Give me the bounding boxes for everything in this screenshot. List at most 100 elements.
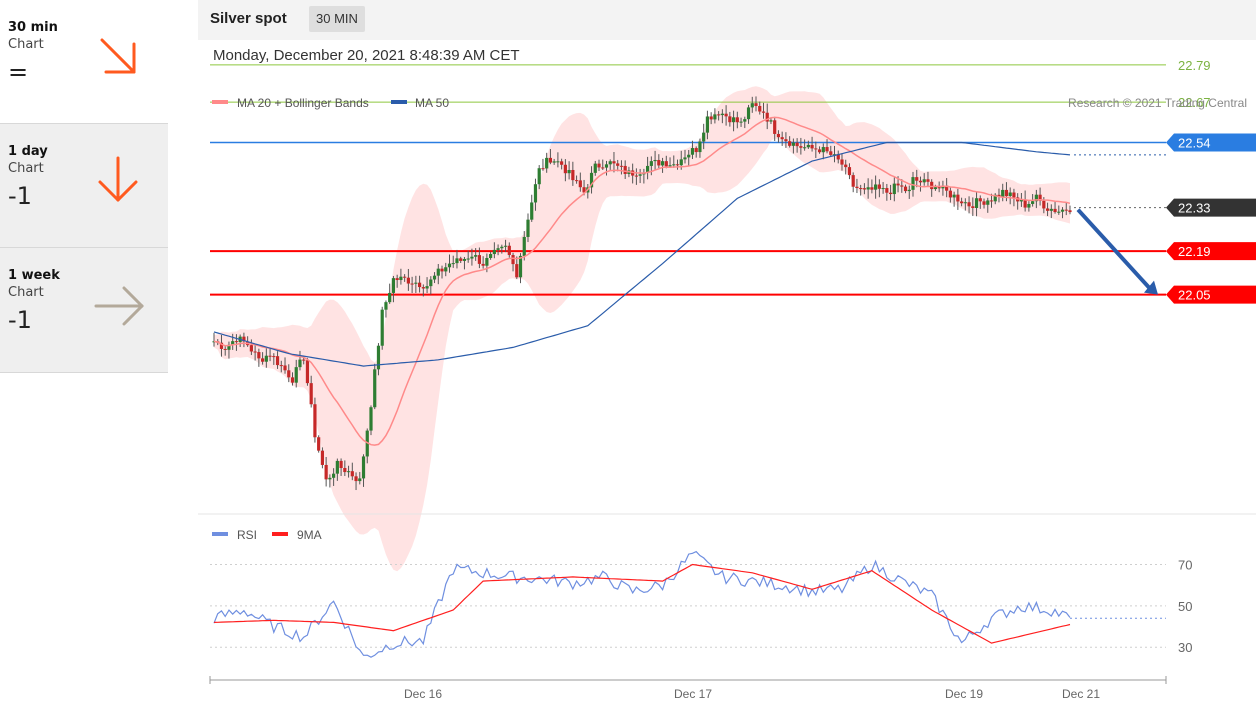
candle-body [272,356,276,358]
candle-body [227,344,231,350]
candle-body [679,159,683,166]
candle-body [619,165,624,167]
candle-body [406,277,410,284]
candle-body [930,181,934,190]
card-30min[interactable]: 30 min Chart = [0,0,168,124]
candle-body [403,276,407,278]
candle-body [298,359,302,368]
legend-label-rsi: RSI [237,528,257,542]
candle-body [589,172,594,188]
level-label-support: 22.19 [1178,244,1211,259]
candle-body [440,268,444,272]
level-label-resistance: 22.54 [1178,135,1211,150]
candle-body [320,450,325,465]
candle-body [275,356,280,366]
candle-body [668,165,672,167]
forecast-arrow-line [1076,208,1152,290]
candle-body [410,283,414,285]
candle-body [425,286,429,289]
candle-body [847,167,852,176]
candle-body [283,365,287,371]
candle-body [219,342,224,349]
candle-body [380,309,384,346]
candle-body [515,264,519,278]
card-score: = [8,58,29,86]
candle-body [709,116,713,120]
candle-body [234,341,239,343]
candle-body [933,187,938,190]
candle-body [294,367,298,383]
candle-body [287,370,291,378]
candle-body [302,359,306,361]
candle-body [481,263,485,266]
candle-body [612,161,616,164]
candle-body [571,169,575,181]
candle-body [653,159,657,162]
card-1day[interactable]: 1 day Chart -1 [0,124,168,248]
candle-body [713,114,717,120]
candle-body [746,107,751,120]
legend-label-ma50: MA 50 [415,96,449,110]
candle-body [264,355,268,362]
candle-body [952,194,956,198]
candle-body [874,184,878,190]
candle-body [888,192,893,195]
candle-body [918,180,923,183]
candle-body [903,186,908,192]
candle-body [657,159,661,166]
candle-body [817,149,822,153]
candle-body [885,188,889,193]
candle-body [1064,209,1068,211]
candle-body [485,257,489,266]
candle-body [313,404,317,438]
candle-body [911,177,915,190]
legend-label-9ma: 9MA [297,528,322,542]
candle-body [993,194,997,202]
candle-body [877,184,881,189]
instrument-title: Silver spot [210,10,287,27]
candle-body [945,185,949,191]
candle-body [384,302,388,310]
candle-body [907,189,911,192]
candle-body [672,164,676,166]
candle-body [1053,208,1057,213]
forecast-arrow-head [1144,280,1158,295]
card-1week[interactable]: 1 week Chart -1 [0,248,168,373]
candle-body [474,255,478,257]
candle-body [253,351,257,353]
candle-body [989,200,994,202]
candle-body [444,267,448,272]
time-tick-label: Dec 19 [945,687,983,701]
candle-body [870,187,874,190]
candle-body [694,148,698,153]
candle-body [503,245,508,247]
level-tag-support [1166,285,1256,304]
candle-body [743,119,747,122]
candle-body [1068,210,1072,213]
candle-body [324,464,328,480]
candle-body [317,437,321,451]
card-period: 30 min [8,20,58,35]
candle-body [1019,199,1024,202]
candle-body [305,360,310,384]
candle-body [332,473,336,478]
candle-body [705,116,710,133]
candle-body [395,278,399,281]
down-right-arrow-icon [100,38,136,74]
candle-body [739,121,743,123]
candle-body [391,278,396,293]
timeframe-badge[interactable]: 30 MIN [309,6,365,32]
candle-body [290,377,295,383]
candle-body [451,263,455,265]
candle-body [489,254,493,258]
candle-body [399,276,403,281]
level-tag-last [1166,198,1256,217]
candle-body [462,258,467,261]
candle-body [231,341,235,345]
forecast-sidebar: 30 min Chart = 1 day Chart -1 1 week Cha… [0,0,168,373]
candle-body [268,355,272,357]
card-subtitle: Chart [8,161,44,176]
candle-body [866,187,870,190]
candle-body [421,287,425,289]
timestamp: Monday, December 20, 2021 8:48:39 AM CET [213,47,520,64]
